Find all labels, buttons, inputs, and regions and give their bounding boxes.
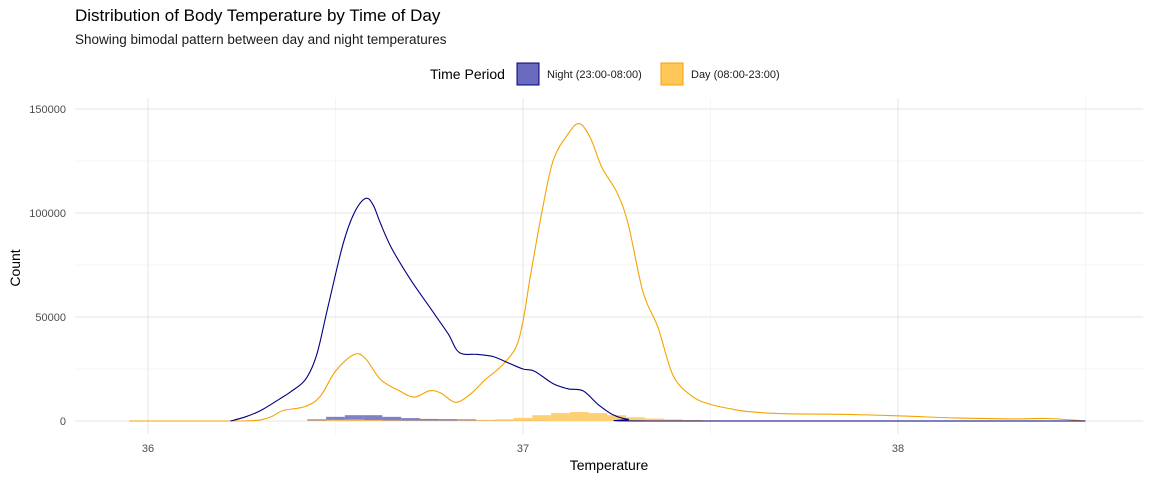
histogram-bar: [382, 420, 402, 421]
histogram-bar: [457, 420, 477, 421]
histogram-bar: [326, 416, 345, 421]
histogram-bar: [344, 419, 364, 421]
histogram-bar: [382, 416, 402, 421]
histogram-bar: [438, 419, 458, 421]
legend-title: Time Period: [430, 66, 505, 82]
legend-label-night: Night (23:00-08:00): [547, 69, 642, 81]
y-tick-label: 50000: [35, 312, 66, 324]
y-tick-label: 100000: [29, 208, 66, 220]
chart-subtitle: Showing bimodal pattern between day and …: [75, 32, 447, 47]
histogram-bar: [419, 418, 439, 421]
histogram-bar: [363, 419, 383, 421]
histogram-bar: [588, 413, 608, 421]
histogram-bar: [494, 419, 514, 421]
histogram-bars: [307, 412, 983, 421]
histogram-bar: [607, 415, 627, 421]
x-tick-label: 38: [892, 443, 904, 455]
night-density-line: [230, 197, 1086, 422]
legend-label-day: Day (08:00-23:00): [691, 69, 780, 81]
histogram-bar: [532, 415, 552, 421]
histogram-bar: [307, 419, 327, 421]
histogram-bar: [551, 413, 570, 421]
histogram-bar: [663, 419, 683, 421]
y-tick-label: 0: [60, 416, 66, 428]
histogram-bar: [569, 412, 589, 421]
histogram-bar: [476, 419, 495, 421]
histogram-bar: [326, 419, 345, 421]
histogram-bar: [644, 418, 664, 421]
legend: Time Period Night (23:00-08:00) Day (08:…: [430, 62, 780, 86]
histogram-bar: [457, 419, 477, 421]
day-density-line: [129, 123, 1086, 422]
chart-title: Distribution of Body Temperature by Time…: [75, 6, 441, 25]
y-axis-title: Count: [7, 249, 23, 286]
axis-labels: 0 50000 100000 150000 36 37 38: [29, 104, 904, 455]
legend-swatch-day: [660, 62, 684, 86]
histogram-bar: [363, 415, 383, 421]
histogram-bar: [307, 420, 327, 421]
y-tick-label: 150000: [29, 104, 66, 116]
legend-swatch-night: [516, 62, 540, 86]
density-lines: [129, 123, 1086, 422]
x-tick-label: 37: [517, 443, 529, 455]
histogram-bar: [344, 415, 364, 421]
x-tick-label: 36: [142, 443, 154, 455]
histogram-bar: [626, 417, 645, 421]
histogram-bar: [513, 417, 533, 421]
histogram-bar: [401, 418, 420, 421]
grid-lines: [75, 98, 1143, 434]
x-axis-title: Temperature: [570, 457, 649, 473]
